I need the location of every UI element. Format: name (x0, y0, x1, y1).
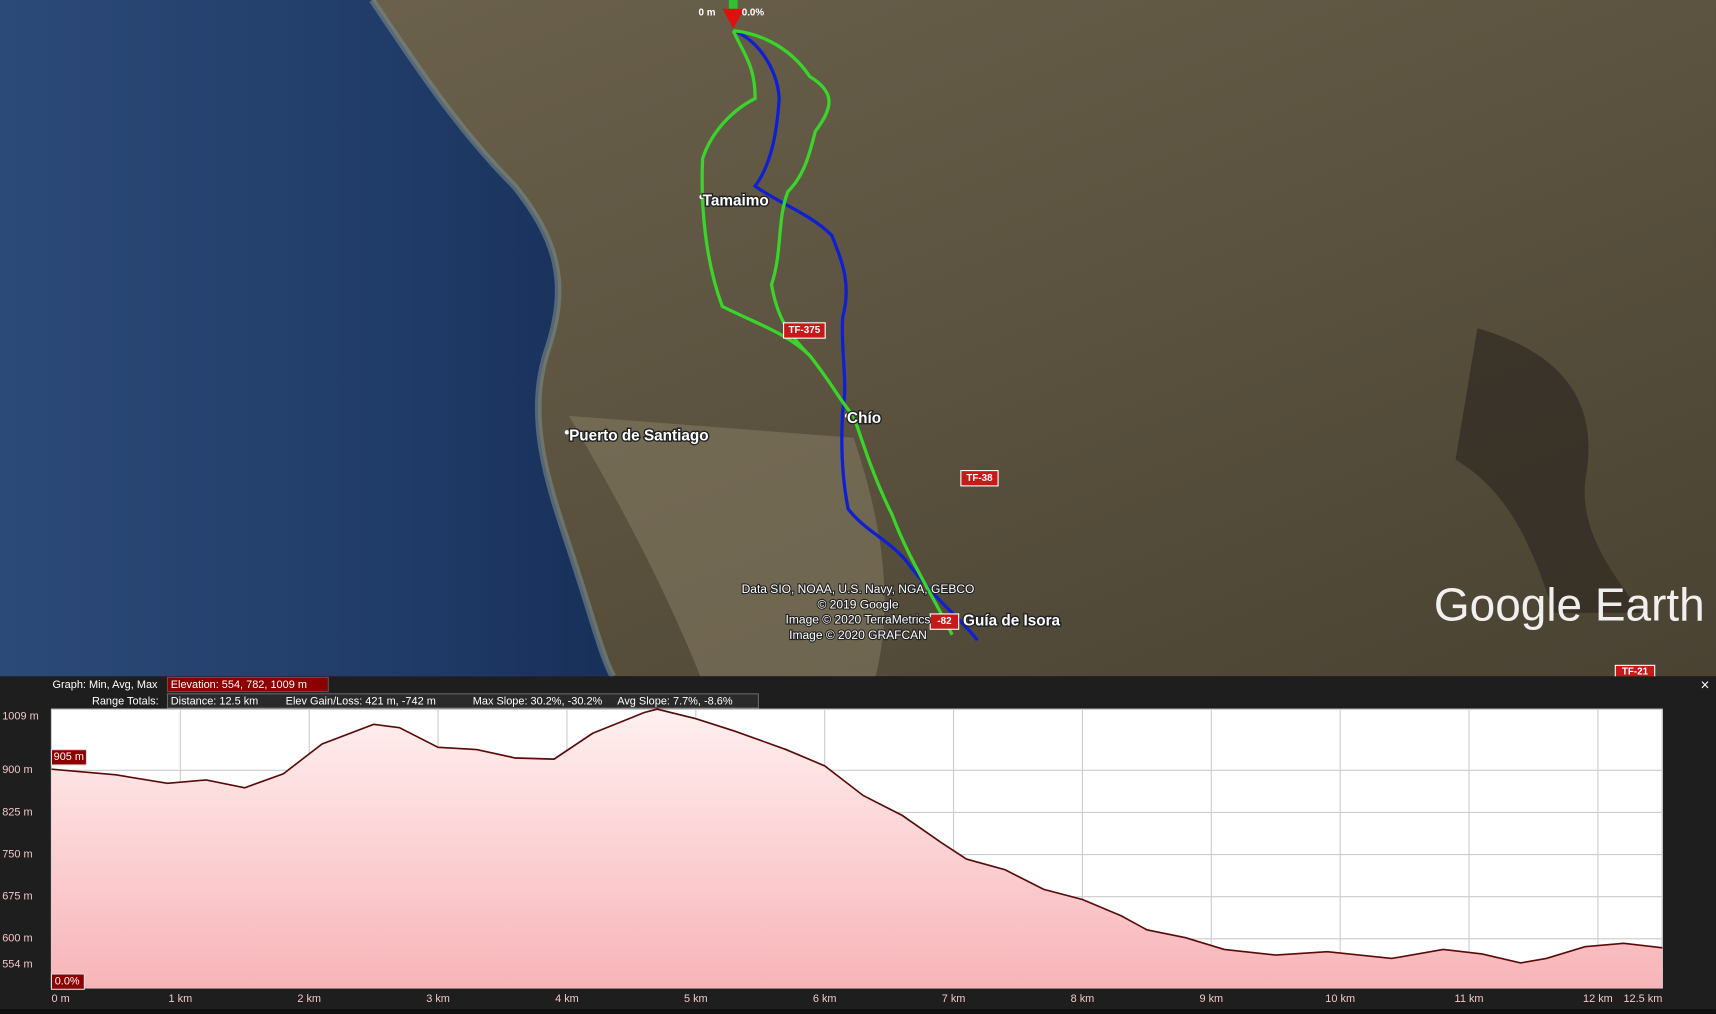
marker-slope: 0.0% (742, 8, 765, 19)
road-label: -82 (937, 616, 952, 627)
y-tick-label: 600 m (2, 933, 32, 945)
x-tick-label: 4 km (555, 993, 579, 1005)
place-dot (699, 194, 704, 200)
road-label: TF-21 (1622, 667, 1649, 678)
attribution: Data SIO, NOAA, U.S. Navy, NGA, GEBCO (742, 582, 975, 596)
x-tick-label: 7 km (942, 993, 966, 1005)
x-tick-label: 0 m (51, 993, 69, 1005)
elevation-chart: 1009 m 900 m 825 m 750 m 675 m 600 m 554 m 0 m 1… (2, 708, 1663, 1005)
place-dot (564, 430, 570, 435)
stat-max-slope: Max Slope: 30.2%, -30.2% (473, 695, 603, 707)
attribution: Image © 2020 TerraMetrics (786, 613, 931, 627)
stat-avg-slope: Avg Slope: 7.7%, -8.6% (617, 695, 733, 707)
x-tick-label: 5 km (684, 993, 708, 1005)
area-fill (51, 709, 1663, 989)
x-tick-label: 1 km (168, 993, 192, 1005)
cursor-slope: 0.0% (55, 976, 80, 988)
road-sign (929, 613, 960, 630)
place-label[interactable]: Puerto de Santiago (568, 426, 710, 446)
cursor-elevation: 905 m (54, 751, 84, 763)
stat-graph: Graph: Min, Avg, Max (53, 679, 158, 691)
stat-box (166, 676, 329, 693)
stat-distance: Distance: 12.5 km (171, 695, 259, 707)
place-label[interactable]: Tamaimo (701, 191, 770, 211)
ocean (0, 0, 613, 677)
map[interactable]: 0 m 0.0% Tamaimo Chío Puerto de Santiago… (0, 0, 1716, 680)
place-dot (844, 413, 850, 419)
road-label: TF-375 (789, 325, 821, 336)
route-green (700, 29, 954, 636)
start-marker (722, 8, 745, 29)
town-area (569, 415, 885, 677)
lava (1455, 328, 1642, 613)
attribution: © 2019 Google (817, 597, 898, 611)
road-label: TF-38 (966, 473, 993, 484)
cursor-box (50, 749, 88, 766)
y-tick-label: 750 m (2, 848, 32, 860)
x-tick-label: 12.5 km (1623, 993, 1662, 1005)
road-sign (960, 470, 999, 487)
cursor-box (50, 973, 85, 990)
place-label[interactable]: Chío (846, 409, 883, 429)
logo: Google Earth (1434, 579, 1705, 631)
elevation-line (51, 708, 1663, 964)
x-tick-label: 9 km (1199, 993, 1223, 1005)
marker-distance: 0 m (699, 8, 716, 19)
y-tick-label: 675 m (2, 891, 32, 903)
x-tick-label: 11 km (1455, 993, 1484, 1005)
place-label[interactable]: Guía de Isora (962, 611, 1062, 631)
x-tick-label: 12 km (1583, 993, 1613, 1005)
attribution: Image © 2020 GRAFCAN (789, 628, 927, 642)
y-tick-label: 900 m (2, 764, 32, 776)
road-sign (783, 322, 826, 339)
close-button[interactable]: × (1701, 677, 1710, 694)
x-tick-label: 3 km (426, 993, 450, 1005)
y-tick-label: 554 m (2, 959, 32, 971)
x-tick-label: 6 km (813, 993, 837, 1005)
y-tick-label: 825 m (2, 806, 32, 818)
stat-range: Range Totals: (92, 695, 159, 707)
coast (369, 0, 616, 678)
start-flag (728, 0, 738, 14)
stat-gain-loss: Elev Gain/Loss: 421 m, -742 m (286, 695, 436, 707)
x-tick-label: 10 km (1325, 993, 1355, 1005)
x-tick-label: 2 km (297, 993, 321, 1005)
stat-elevation: Elevation: 554, 782, 1009 m (171, 679, 307, 691)
y-tick-label: 1009 m (2, 711, 38, 723)
stat-box (166, 693, 759, 709)
x-tick-label: 8 km (1071, 993, 1095, 1005)
